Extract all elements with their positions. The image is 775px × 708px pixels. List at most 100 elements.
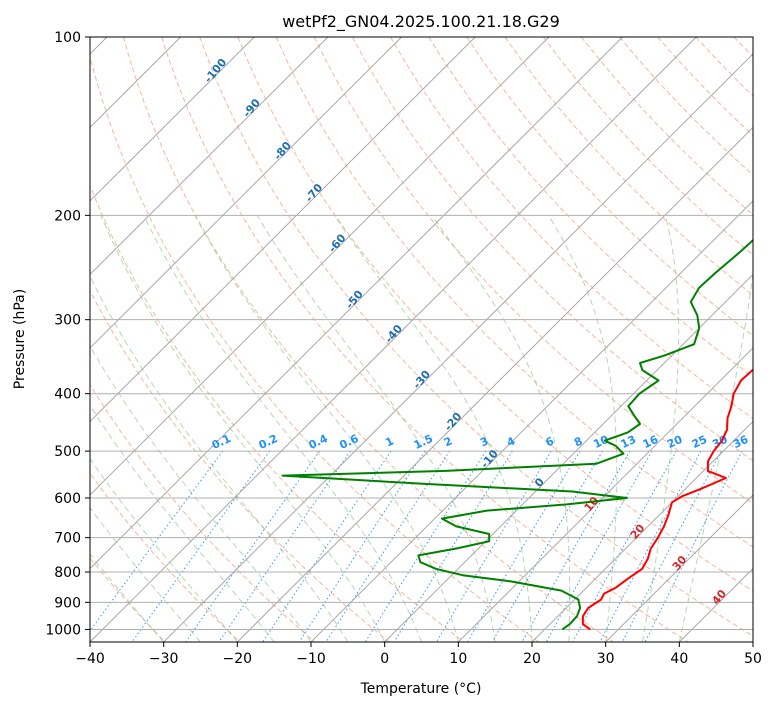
moist-adiabat [642,215,680,642]
mixing-ratio-label: 0.2 [257,432,280,452]
isotherm [457,347,753,642]
y-tick-label: 800 [54,565,81,581]
isotherm [752,641,753,642]
dry-adiabat-label: -60 [326,231,349,255]
moist-adiabat [678,270,753,642]
mixing-ratio-label: 10 [591,433,611,451]
adiabat-label-hot: 10 [582,494,602,514]
dry-adiabat [90,289,390,642]
dry-adiabat [90,472,241,642]
isotherm [236,126,753,642]
x-tick-label: −20 [223,651,253,667]
mixing-ratio-line [599,450,702,642]
plot-frame [89,36,754,643]
x-tick-label: 40 [670,651,688,667]
y-tick-label: 500 [54,444,81,460]
isotherm [90,37,697,642]
mixing-ratio-label: 13 [619,433,638,451]
dry-adiabat-label: -30 [410,368,433,392]
isotherm [163,53,753,642]
mixing-ratio-label: 0.1 [210,432,233,452]
moist-adiabat [90,506,201,642]
dry-adiabat-label: -40 [382,322,405,346]
dry-adiabat [504,37,753,296]
mixing-ratio-line [218,450,351,642]
y-tick-label: 600 [54,491,81,507]
dry-adiabat [466,37,753,337]
mixing-ratio-label: 0.4 [307,432,330,452]
dewpoint-profile-line [281,238,753,631]
mixing-ratio-label: 3 [478,434,490,449]
dry-adiabat-label: -90 [240,96,263,120]
dry-adiabat [90,383,316,642]
isotherm [90,37,623,570]
y-axis-label: Pressure (hPa) [12,289,28,389]
moist-adiabat [548,215,618,642]
dry-adiabat-label: -100 [202,56,230,86]
adiabat-label-hot: 20 [628,521,648,541]
dry-adiabat [390,37,753,420]
mixing-ratio-label: 20 [665,433,685,451]
mixing-ratio-line [298,450,426,642]
mixing-ratio-line [393,450,513,642]
moist-adiabat [90,404,275,642]
mixing-ratio-label: 8 [572,434,584,449]
mixing-ratio-line [185,450,321,642]
dry-adiabat [733,37,753,58]
moist-adiabat [90,344,312,642]
mixing-ratio-line [262,450,392,642]
isotherm [531,420,753,642]
x-tick-label: 20 [523,651,541,667]
isotherm [90,37,550,496]
dry-adiabat [428,37,753,378]
temperature-profile-line [581,368,753,631]
dry-adiabat [122,37,614,642]
moist-adiabat [90,553,165,642]
mixing-ratio-label: 1 [383,434,395,449]
y-tick-label: 900 [54,595,81,611]
x-tick-label: 10 [449,651,467,667]
mixing-ratio-line [545,450,653,642]
dry-adiabat [237,37,753,592]
x-axis-label: Temperature (°C) [360,681,482,697]
dry-adiabat-label: -50 [343,288,366,312]
mixing-ratio-line [491,450,603,642]
chart-title: wetPf2_GN04.2025.100.21.18.G29 [282,12,560,32]
profile-lines [281,238,753,631]
dry-adiabat [275,37,753,548]
x-tick-label: 30 [597,651,615,667]
moist-adiabat [100,215,386,642]
y-tick-label: 300 [54,313,81,329]
dry-adiabat [90,184,465,642]
moist-adiabat [143,215,422,642]
isotherm [90,37,476,423]
mixing-ratio-line [131,450,271,642]
dry-adiabat [542,37,753,256]
mixing-ratio-line [521,450,631,642]
isotherm [310,200,753,642]
x-tick-label: −30 [149,651,179,667]
dry-adiabat [657,37,753,137]
mixing-ratio-line [572,450,677,642]
moist-adiabat [194,215,459,642]
y-tick-label: 1000 [45,622,81,638]
dry-adiabat [90,54,540,642]
mixing-ratio-line [621,450,722,642]
adiabat-label-hot: 30 [670,553,690,573]
dry-adiabat-label: -70 [303,181,326,205]
isotherm [678,567,753,642]
mixing-ratio-line [644,450,743,642]
x-axis: −40 −30 −20 −10 0 10 20 30 40 50 [75,642,762,667]
x-tick-label: −40 [75,651,105,667]
mixing-ratio-label: 2 [442,434,454,449]
x-tick-label: −10 [296,651,326,667]
dry-adiabat [313,37,753,505]
mixing-ratio-label: 36 [731,433,751,451]
isotherm [90,37,402,349]
adiabat-label-hot: 40 [709,587,729,607]
dry-adiabat [161,37,689,642]
y-tick-label: 400 [54,387,81,403]
isotherm [90,37,329,276]
dry-adiabat [351,37,753,462]
